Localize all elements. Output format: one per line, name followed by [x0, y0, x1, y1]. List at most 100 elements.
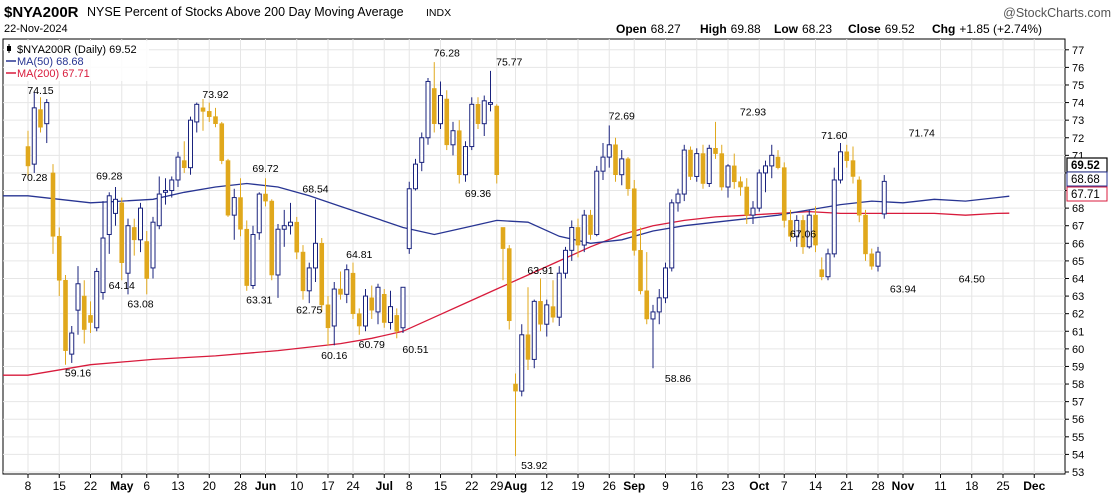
candle — [725, 164, 731, 198]
candle — [319, 238, 325, 312]
chg-value: +1.85 (+2.74%) — [959, 22, 1042, 36]
x-tick-label: 17 — [321, 479, 335, 493]
ma50-line — [3, 182, 1010, 244]
candle — [219, 121, 225, 165]
candle-body — [113, 198, 118, 214]
candle-body — [725, 165, 731, 188]
candle-body — [613, 144, 618, 175]
chart-date: 22-Nov-2024 — [4, 23, 68, 35]
candle — [788, 209, 793, 242]
y-tick-label: 55 — [1072, 432, 1084, 444]
x-tick-label: 10 — [290, 479, 304, 493]
candle — [138, 202, 143, 253]
candle-body — [681, 149, 687, 195]
candle-body — [688, 149, 693, 177]
candle-body — [800, 220, 806, 248]
candle — [594, 165, 600, 237]
candle-body — [413, 163, 418, 190]
x-tick-label: Sep — [623, 479, 645, 493]
x-tick-label: Aug — [504, 479, 527, 493]
candle — [225, 158, 231, 217]
candle-body — [419, 137, 425, 163]
value-annotation: 62.75 — [296, 304, 322, 316]
candle-body — [731, 165, 737, 183]
candle — [738, 176, 743, 196]
ma50-layer — [3, 182, 1010, 244]
candle — [806, 209, 812, 249]
x-tick-label: 24 — [346, 479, 360, 493]
candle-body — [600, 156, 606, 172]
candle — [844, 144, 850, 168]
candle-body — [819, 269, 825, 278]
candle — [775, 150, 781, 170]
candle-body — [738, 181, 743, 188]
candle-body — [881, 180, 887, 215]
candle-body — [663, 267, 668, 299]
x-tick-label: 26 — [603, 479, 617, 493]
candle — [519, 324, 525, 397]
value-annotation: 69.36 — [465, 188, 491, 200]
candle-body — [669, 202, 675, 269]
candle-body — [375, 286, 381, 313]
x-tick-label: 18 — [965, 479, 979, 493]
candle — [438, 81, 443, 129]
candle — [275, 223, 281, 298]
candle — [331, 282, 337, 346]
candle — [94, 267, 100, 332]
candle-body — [475, 104, 481, 124]
candle — [106, 192, 112, 254]
candle — [800, 215, 806, 254]
candle — [669, 199, 675, 272]
candle-body — [200, 107, 206, 112]
value-annotation: 64.50 — [959, 274, 985, 286]
y-tick-label: 63 — [1072, 291, 1084, 303]
y-tick-label: 60 — [1072, 344, 1084, 356]
candle-body — [875, 251, 881, 267]
candle — [325, 296, 331, 346]
candle — [538, 278, 543, 332]
candle-body — [425, 80, 431, 139]
x-tick-label: 9 — [662, 479, 669, 493]
candle-body — [306, 267, 312, 292]
candle-body — [444, 98, 450, 146]
source-label: @StockCharts.com — [1003, 6, 1111, 20]
candle-body — [719, 153, 725, 188]
value-annotation: 68.54 — [302, 184, 328, 196]
candle-body — [531, 300, 537, 360]
candle — [481, 95, 487, 136]
value-annotation: 63.31 — [246, 295, 272, 307]
candle-body — [744, 186, 750, 216]
x-tick-label: 28 — [871, 479, 885, 493]
candle-body — [144, 241, 150, 279]
candle — [300, 245, 306, 300]
y-tick-label: 59 — [1072, 361, 1084, 373]
close-badge: 69.52 — [1066, 157, 1108, 173]
value-annotation: 76.28 — [434, 47, 460, 59]
candle — [506, 245, 512, 330]
candle — [644, 252, 650, 325]
y-tick-label: 72 — [1072, 133, 1084, 145]
candle-body — [400, 286, 406, 329]
y-tick-label: 74 — [1072, 98, 1084, 110]
y-tick-label: 73 — [1072, 115, 1084, 127]
candle-body — [269, 200, 275, 276]
legend-bg — [4, 41, 149, 81]
candle-body — [94, 270, 100, 329]
candle-body — [794, 219, 800, 237]
y-tick-label: 57 — [1072, 397, 1084, 409]
candle-body — [494, 105, 500, 175]
candle-body — [394, 315, 400, 332]
y-tick-label: 66 — [1072, 238, 1084, 250]
candle — [856, 176, 862, 223]
candle-body — [525, 334, 531, 360]
candle-body — [381, 294, 387, 323]
close-label: Close — [848, 22, 881, 36]
candle — [706, 144, 712, 188]
legend-ma50: MA(50) 68.68 — [17, 56, 84, 68]
candle-body — [631, 188, 637, 251]
candle — [431, 62, 437, 133]
candle-body — [338, 288, 343, 295]
candle — [75, 266, 81, 335]
candle — [231, 188, 237, 240]
